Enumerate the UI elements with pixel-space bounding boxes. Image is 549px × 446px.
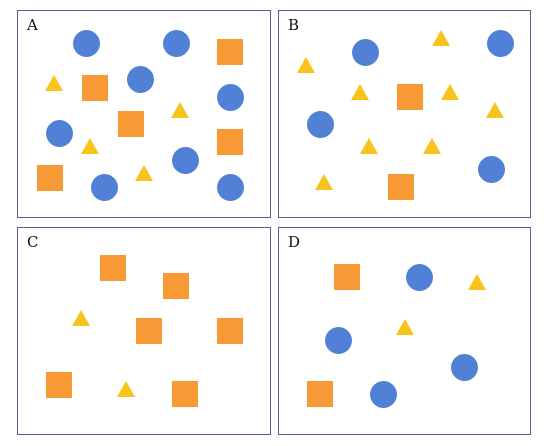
orange-square: [334, 264, 360, 290]
panel-c: C: [17, 227, 271, 435]
blue-circle: [406, 264, 433, 291]
panel-b: B: [278, 10, 531, 218]
panel-d: D: [278, 227, 531, 435]
yellow-triangle: [45, 75, 63, 91]
panel-label: A: [27, 18, 38, 33]
blue-circle: [217, 84, 244, 111]
blue-circle: [307, 111, 334, 138]
panel-label: D: [288, 235, 300, 250]
yellow-triangle: [432, 30, 450, 46]
blue-circle: [172, 147, 199, 174]
yellow-triangle: [315, 174, 333, 190]
panel-a: A: [17, 10, 271, 218]
yellow-triangle: [423, 138, 441, 154]
orange-square: [163, 273, 189, 299]
orange-square: [172, 381, 198, 407]
blue-circle: [163, 30, 190, 57]
orange-square: [217, 39, 243, 65]
panel-label: C: [27, 235, 38, 250]
yellow-triangle: [468, 274, 486, 290]
yellow-triangle: [135, 165, 153, 181]
orange-square: [388, 174, 414, 200]
yellow-triangle: [81, 138, 99, 154]
blue-circle: [217, 174, 244, 201]
orange-square: [217, 318, 243, 344]
blue-circle: [370, 381, 397, 408]
blue-circle: [46, 120, 73, 147]
blue-circle: [352, 39, 379, 66]
yellow-triangle: [117, 381, 135, 397]
blue-circle: [325, 327, 352, 354]
blue-circle: [127, 66, 154, 93]
yellow-triangle: [396, 319, 414, 335]
yellow-triangle: [297, 57, 315, 73]
yellow-triangle: [351, 84, 369, 100]
orange-square: [100, 255, 126, 281]
orange-square: [217, 129, 243, 155]
yellow-triangle: [486, 102, 504, 118]
panel-label: B: [288, 18, 299, 33]
blue-circle: [478, 156, 505, 183]
orange-square: [46, 372, 72, 398]
blue-circle: [91, 174, 118, 201]
orange-square: [118, 111, 144, 137]
blue-circle: [451, 354, 478, 381]
orange-square: [307, 381, 333, 407]
blue-circle: [73, 30, 100, 57]
orange-square: [136, 318, 162, 344]
yellow-triangle: [171, 102, 189, 118]
orange-square: [37, 165, 63, 191]
yellow-triangle: [441, 84, 459, 100]
blue-circle: [487, 30, 514, 57]
yellow-triangle: [72, 310, 90, 326]
yellow-triangle: [360, 138, 378, 154]
orange-square: [82, 75, 108, 101]
orange-square: [397, 84, 423, 110]
